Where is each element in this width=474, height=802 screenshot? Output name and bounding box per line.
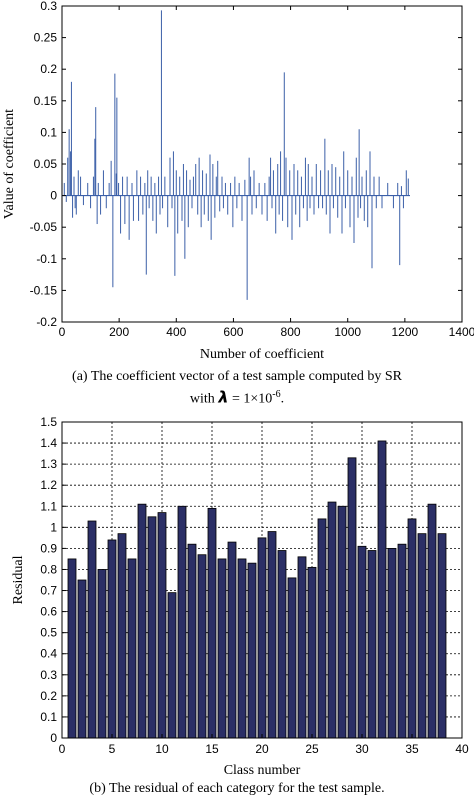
y-tick-label: -0.15 xyxy=(30,283,58,297)
caption-b: (b) The residual of each category for th… xyxy=(0,780,474,798)
residual-bar xyxy=(288,578,296,738)
residual-bar xyxy=(68,559,76,738)
x-tick-label: 35 xyxy=(405,742,419,756)
y-tick-label: 0 xyxy=(50,731,57,745)
residual-bar xyxy=(138,504,146,738)
y-tick-label: 1.2 xyxy=(40,478,57,492)
residual-bar xyxy=(268,532,276,738)
residual-bar xyxy=(148,517,156,738)
y-tick-label: 0.8 xyxy=(40,562,57,576)
residual-bar xyxy=(328,502,336,738)
y-tick-label: -0.1 xyxy=(36,252,57,266)
caption-a-exponent: -6 xyxy=(272,389,280,400)
y-tick-label: 0.25 xyxy=(34,31,58,45)
plot-frame xyxy=(62,6,462,322)
y-tick-label: 0.3 xyxy=(40,0,57,13)
x-tick-label: 600 xyxy=(223,325,243,339)
residual-bar xyxy=(368,551,376,738)
x-tick-label: 20 xyxy=(255,742,269,756)
x-tick-label: 25 xyxy=(305,742,319,756)
x-tick-label: 800 xyxy=(281,325,301,339)
residual-bar xyxy=(408,519,416,738)
x-axis-label: Class number xyxy=(224,763,301,778)
y-tick-label: 0.5 xyxy=(40,626,57,640)
y-tick-label: 0.4 xyxy=(40,647,57,661)
residual-bar xyxy=(298,557,306,738)
coefficient-chart-svg: 0 200 400 600 800 1000 1200 1400 -0.2 -0.15 -0.1 -0… xyxy=(0,0,474,370)
residual-bar xyxy=(208,508,216,738)
residual-bar xyxy=(118,534,126,738)
y-tick-label: 0.7 xyxy=(40,584,57,598)
y-tick-label: -0.2 xyxy=(36,315,57,329)
residual-bar xyxy=(418,534,426,738)
residual-bar xyxy=(358,546,366,738)
residual-bar xyxy=(178,506,186,738)
y-tick-label: 1.3 xyxy=(40,457,57,471)
x-tick-label: 5 xyxy=(109,742,116,756)
x-tick-label: 400 xyxy=(166,325,186,339)
residual-bar xyxy=(398,544,406,738)
residual-bar xyxy=(108,540,116,738)
residual-bar xyxy=(338,506,346,738)
residual-bar xyxy=(278,551,286,738)
y-tick-label: 0 xyxy=(50,189,57,203)
y-tick-label: 1.4 xyxy=(40,436,57,450)
y-axis-label: Residual xyxy=(11,555,26,604)
y-tick-label: 0.3 xyxy=(40,668,57,682)
y-tick-label: 0.15 xyxy=(34,94,58,108)
x-tick-label: 1200 xyxy=(392,325,419,339)
residual-bar xyxy=(158,513,166,738)
residual-bar xyxy=(438,534,446,738)
x-tick-label: 1400 xyxy=(449,325,474,339)
x-tick-label: 30 xyxy=(355,742,369,756)
y-tick-label: 0.9 xyxy=(40,541,57,555)
residual-bar xyxy=(388,548,396,738)
residual-bar xyxy=(78,580,86,738)
x-tick-label: 15 xyxy=(205,742,219,756)
y-tick-label: -0.05 xyxy=(30,220,58,234)
residual-bar xyxy=(308,567,316,738)
y-axis-label: Value of coefficient xyxy=(2,109,17,219)
y-tick-label: 0.1 xyxy=(40,125,57,139)
residual-chart: 0 5 10 15 20 25 30 35 40 0 0.1 0.2 0.3 0.4 0.5 0.6 0.7 0.… xyxy=(0,402,474,802)
y-tick-label: 0.6 xyxy=(40,605,57,619)
x-tick-label: 0 xyxy=(59,325,66,339)
x-tick-label: 10 xyxy=(155,742,169,756)
residual-bar xyxy=(88,521,96,738)
y-tick-label: 0.2 xyxy=(40,62,57,76)
x-tick-label: 1000 xyxy=(334,325,361,339)
caption-a-line1: (a) The coefficient vector of a test sam… xyxy=(0,368,474,386)
coefficient-chart: 0 200 400 600 800 1000 1200 1400 -0.2 -0.15 -0.1 -0… xyxy=(0,0,474,385)
x-tick-label: 200 xyxy=(109,325,129,339)
residual-bar xyxy=(248,563,256,738)
residual-bar xyxy=(378,441,386,738)
x-tick-label: 40 xyxy=(455,742,469,756)
residual-bar xyxy=(98,569,106,738)
y-tick-label: 0.05 xyxy=(34,157,58,171)
residual-bar xyxy=(228,542,236,738)
residual-bar xyxy=(128,559,136,738)
y-tick-label: 1.1 xyxy=(40,499,57,513)
residual-chart-svg: 0 5 10 15 20 25 30 35 40 0 0.1 0.2 0.3 0.4 0.5 0.6 0.7 0.… xyxy=(0,402,474,780)
y-tick-label: 0.1 xyxy=(40,710,57,724)
x-tick-label: 0 xyxy=(59,742,66,756)
residual-bar xyxy=(168,593,176,738)
residual-bar xyxy=(218,559,226,738)
y-tick-label: 0.2 xyxy=(40,689,57,703)
y-tick-label: 1.5 xyxy=(40,415,57,429)
residual-bar xyxy=(238,559,246,738)
y-tick-label: 1 xyxy=(50,520,57,534)
residual-bar xyxy=(348,458,356,738)
x-axis-label: Number of coefficient xyxy=(200,347,324,362)
residual-bar xyxy=(318,519,326,738)
residual-bar xyxy=(188,544,196,738)
residual-bar xyxy=(258,538,266,738)
residual-bar xyxy=(428,504,436,738)
residual-bar xyxy=(198,555,206,738)
